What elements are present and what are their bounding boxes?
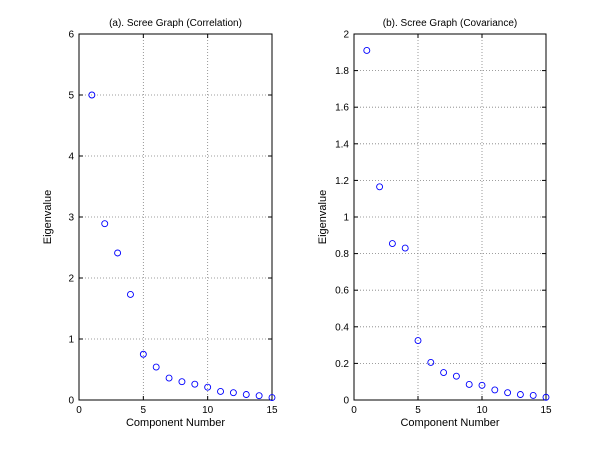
chart-panel-1: 0 5 10 15 0 0.2 0.4 0.6 0.8 1 1.2 1.4 1.6 1.8 2 (b). Sc… <box>317 18 552 429</box>
data-point <box>114 249 122 257</box>
x-tick-label: 10 <box>476 405 488 416</box>
y-tick-label: 1.2 <box>335 176 349 187</box>
data-point <box>376 183 384 191</box>
y-tick-label: 2 <box>343 30 349 41</box>
y-tick-label: 3 <box>68 213 74 224</box>
x-tick-label: 5 <box>415 405 421 416</box>
y-tick-label: 0.2 <box>335 359 349 370</box>
data-point <box>268 394 276 402</box>
y-tick-label: 5 <box>68 91 74 102</box>
x-tick-label: 0 <box>351 405 357 416</box>
y-tick-label: 0.4 <box>335 322 349 333</box>
data-point <box>504 389 512 397</box>
data-point <box>516 391 524 398</box>
y-tick-label: 1 <box>343 213 349 224</box>
data-point <box>388 240 396 247</box>
data-point <box>478 381 486 389</box>
y-tick-label: 0 <box>343 396 349 407</box>
y-axis-label: Eigenvalue <box>317 190 329 244</box>
data-point <box>491 386 499 394</box>
data-point <box>178 378 186 386</box>
data-point <box>229 389 237 397</box>
data-point <box>204 383 212 391</box>
data-point <box>414 337 422 344</box>
data-point <box>255 392 263 400</box>
data-point <box>88 91 96 99</box>
data-point <box>191 380 199 388</box>
data-point <box>529 391 537 399</box>
y-tick-label: 2 <box>68 274 74 285</box>
data-point <box>217 388 224 395</box>
chart-title: (a). Scree Graph (Correlation) <box>109 18 242 29</box>
data-point <box>401 244 409 252</box>
chart-title: (b). Scree Graph (Covariance) <box>383 18 518 29</box>
y-tick-label: 1.6 <box>335 103 349 114</box>
x-axis-label: Component Number <box>126 417 225 429</box>
x-tick-label: 10 <box>202 405 214 416</box>
y-tick-label: 1 <box>68 335 74 346</box>
data-point <box>242 391 250 398</box>
x-tick-label: 0 <box>76 405 82 416</box>
y-tick-label: 1.4 <box>335 139 349 150</box>
data-point <box>139 350 147 358</box>
x-tick-label: 5 <box>141 405 147 416</box>
data-point <box>427 359 435 366</box>
data-point <box>452 372 460 380</box>
y-tick-label: 0.8 <box>335 249 349 260</box>
x-axis-label: Component Number <box>400 417 499 429</box>
data-point <box>465 380 473 388</box>
y-tick-label: 1.8 <box>335 66 349 77</box>
x-tick-label: 15 <box>266 405 278 416</box>
data-point <box>363 47 371 54</box>
data-point <box>101 220 109 228</box>
y-axis-label: Eigenvalue <box>42 190 54 244</box>
y-tick-label: 0.6 <box>335 286 349 297</box>
y-tick-label: 0 <box>68 396 74 407</box>
y-tick-label: 6 <box>68 30 74 41</box>
data-point <box>165 374 173 382</box>
chart-panel-0: 0 5 10 15 0 1 2 3 4 5 6 (a). Scree Graph (Correlati… <box>42 18 278 429</box>
data-point <box>440 369 448 376</box>
x-tick-label: 15 <box>540 405 552 416</box>
data-point <box>152 363 160 371</box>
data-point <box>127 291 134 298</box>
y-tick-label: 4 <box>68 152 74 163</box>
data-point <box>542 393 550 401</box>
